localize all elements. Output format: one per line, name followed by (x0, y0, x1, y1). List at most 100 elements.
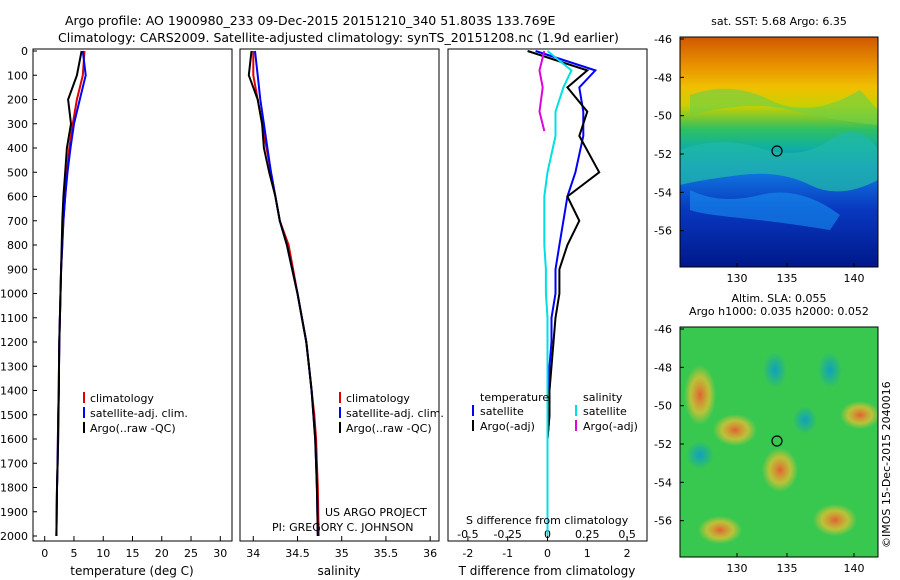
t-difference-xtick-label: -2 (462, 547, 473, 560)
sla-float-marker (771, 435, 783, 447)
legend-label-climatology: climatology (346, 392, 410, 405)
temperature-xtick-label: 25 (184, 547, 198, 560)
map-lon-label: 135 (777, 562, 798, 575)
legend-label-s-satellite: satellite (583, 405, 627, 418)
depth-tick-label: 100 (7, 69, 28, 82)
depth-tick-label: 1300 (0, 360, 28, 373)
temperature-panel: 0 5 10 15 20 25 30 (41, 50, 227, 560)
map-lat-label: -52 (654, 148, 672, 161)
t-difference-xtick-label: 2 (624, 547, 631, 560)
t-difference-xtick-label: -1 (502, 547, 513, 560)
depth-tick-label: 200 (7, 94, 28, 107)
depth-tick-label: 1400 (0, 385, 28, 398)
sst-map-frame (679, 36, 879, 268)
t-difference-series-argo-adj- (527, 50, 601, 536)
credit-pi: PI: GREGORY C. JOHNSON (272, 521, 413, 534)
depth-tick-label: 1700 (0, 457, 28, 470)
salinity-xtick-label: 34.5 (285, 547, 310, 560)
s-difference-xtick-label: 0.5 (618, 528, 636, 541)
legend-label-argo: Argo(..raw -QC) (90, 422, 176, 435)
map-lat-label: -48 (654, 71, 672, 84)
t-difference-series-satellite (535, 50, 598, 536)
sst-float-marker (771, 145, 783, 157)
temperature-panel-frame (32, 48, 233, 542)
temperature-xtick-label: 10 (96, 547, 110, 560)
depth-tick-label: 1000 (0, 288, 28, 301)
map-lon-label: 130 (727, 562, 748, 575)
s-difference-series-satellite (543, 50, 573, 536)
temperature-series-argo-raw-qc- (55, 50, 83, 537)
sla-low-4 (793, 406, 817, 434)
sst-map: sat. SST: 5.68 Argo: 6.35 -46 -48 -50 -52 -5… (654, 15, 879, 285)
legend-label-satellite: satellite-adj. clim. (90, 407, 188, 420)
salinity-series-argo-raw-qc- (247, 50, 319, 537)
temperature-xtick-label: 0 (41, 547, 48, 560)
map-lat-label: -54 (654, 186, 672, 199)
difference-panel: -2 -1 0 1 2-0.5 -0.25 0 0.25 0.5 (457, 50, 636, 560)
s-difference-xtick-label: -0.5 (457, 528, 478, 541)
map-lon-label: 130 (727, 272, 748, 285)
temperature-xtick-label: 30 (213, 547, 227, 560)
legend-label-t-satellite: satellite (480, 405, 524, 418)
t-difference-xtick-label: 0 (544, 547, 551, 560)
map-lat-label: -48 (654, 361, 672, 374)
salinity-xtick-label: 35 (335, 547, 349, 560)
depth-tick-label: 300 (7, 118, 28, 131)
t-difference-xtick-label: 1 (584, 547, 591, 560)
sla-low-1 (763, 352, 787, 388)
temperature-xtick-label: 20 (155, 547, 169, 560)
salinity-axis-label: salinity (317, 564, 360, 578)
sla-high-5 (813, 504, 857, 536)
sst-axes: -46 -48 -50 -52 -54 -56 130 135 140 (654, 33, 864, 285)
depth-tick-label: 1800 (0, 482, 28, 495)
imos-credit: ©IMOS 15-Dec-2015 2040016 (880, 381, 893, 548)
map-lat-label: -54 (654, 476, 672, 489)
depth-tick-label: 500 (7, 166, 28, 179)
legend-title-salinity: salinity (583, 391, 623, 404)
map-lat-label: -56 (654, 515, 672, 528)
sla-title-line1: Altim. SLA: 0.055 (731, 292, 826, 305)
depth-tick-label: 2000 (0, 530, 28, 543)
depth-tick-label: 800 (7, 239, 28, 252)
sla-axes: -46 -48 -50 -52 -54 -56 130 135 140 (654, 323, 864, 575)
temperature-xtick-label: 5 (70, 547, 77, 560)
legend-label-satellite: satellite-adj. clim. (346, 407, 444, 420)
sst-front (680, 131, 878, 192)
legend-label-argo: Argo(..raw -QC) (346, 422, 432, 435)
temperature-xtick-label: 15 (126, 547, 140, 560)
sst-band (690, 88, 878, 125)
depth-tick-label: 1500 (0, 409, 28, 422)
salinity-legend: climatology satellite-adj. clim. Argo(..… (272, 392, 444, 534)
salinity-xtick-label: 36 (423, 547, 437, 560)
temperature-legend: climatology satellite-adj. clim. Argo(..… (83, 392, 188, 435)
credit-project: US ARGO PROJECT (325, 506, 427, 519)
map-lat-label: -46 (654, 323, 672, 336)
sla-high-2 (713, 414, 757, 446)
sla-high-1 (684, 365, 716, 425)
legend-label-s-argo: Argo(-adj) (583, 420, 638, 433)
depth-tick-label: 1900 (0, 506, 28, 519)
figure-title-line1: Argo profile: AO 1900980_233 09-Dec-2015… (65, 13, 556, 28)
map-lat-label: -50 (654, 110, 672, 123)
legend-title-temperature: temperature (480, 391, 549, 404)
depth-tick-label: 1100 (0, 312, 28, 325)
map-lon-label: 135 (777, 272, 798, 285)
depth-tick-label: 700 (7, 215, 28, 228)
depth-axis: 0 100 200 300 400 500 600 700 800 900 1000 1100 1200… (0, 45, 37, 543)
map-lat-label: -56 (654, 225, 672, 238)
depth-tick-label: 1600 (0, 433, 28, 446)
sla-high-6 (698, 516, 742, 544)
salinity-xtick-label: 35.5 (374, 547, 399, 560)
s-difference-xtick-label: -0.25 (493, 528, 521, 541)
depth-tick-label: 600 (7, 191, 28, 204)
salinity-series-satellite-adj-clim- (254, 50, 319, 537)
sla-high-4 (840, 401, 880, 429)
map-lat-label: -50 (654, 400, 672, 413)
sst-title: sat. SST: 5.68 Argo: 6.35 (711, 15, 847, 28)
sla-low-2 (818, 352, 842, 388)
salinity-xtick-label: 34 (246, 547, 260, 560)
map-lat-label: -46 (654, 33, 672, 46)
salinity-panel-frame (239, 48, 440, 542)
map-lon-label: 140 (844, 562, 865, 575)
